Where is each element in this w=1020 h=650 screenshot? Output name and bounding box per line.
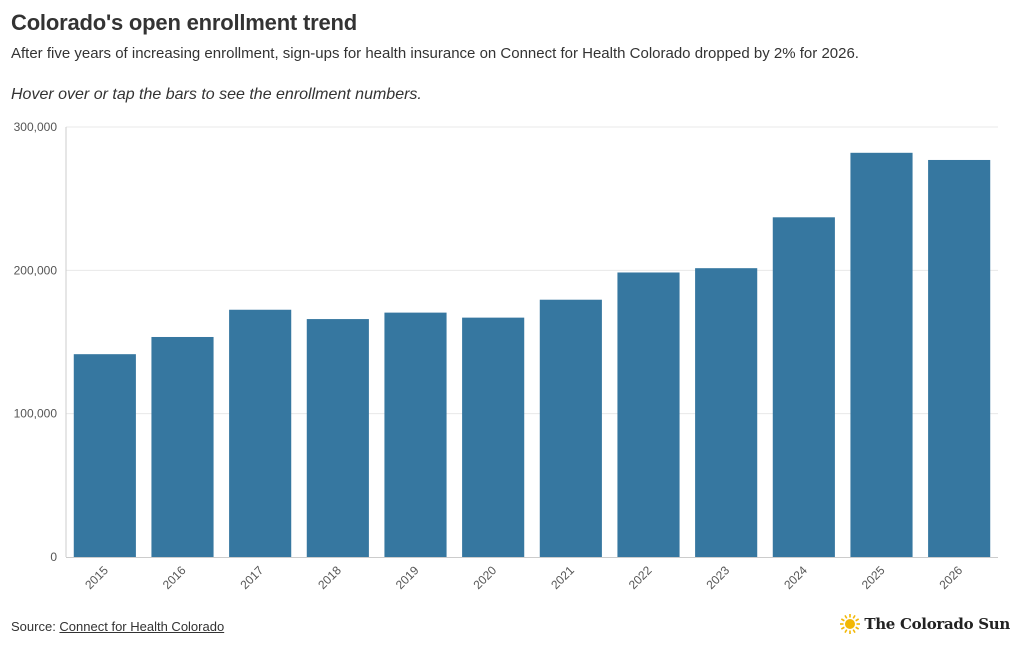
sun-icon [840, 614, 861, 634]
x-tick-label: 2022 [626, 563, 655, 592]
chart-subtitle: After five years of increasing enrollmen… [11, 45, 859, 62]
x-tick-label: 2025 [859, 563, 888, 592]
brand-logo: The Colorado Sun [839, 613, 1010, 635]
x-tick-label: 2026 [937, 563, 966, 592]
x-tick-label: 2016 [160, 563, 189, 592]
sun-ray [855, 618, 860, 622]
x-tick-label: 2023 [704, 563, 733, 592]
source-line: Source: Connect for Health Colorado [11, 619, 224, 634]
x-tick-label: 2024 [781, 563, 810, 592]
bar-2022[interactable] [617, 272, 680, 557]
y-tick-label: 300,000 [14, 120, 58, 134]
x-tick-label: 2021 [548, 563, 577, 592]
sun-ray [852, 629, 857, 634]
bar-2021[interactable] [539, 299, 602, 557]
sun-ray [852, 614, 857, 619]
source-label: Source: [11, 619, 60, 634]
bar-2025[interactable] [850, 152, 913, 558]
sun-ray [855, 626, 860, 630]
bar-2017[interactable] [229, 309, 292, 557]
hover-instruction: Hover over or tap the bars to see the en… [11, 86, 422, 103]
bar-2019[interactable] [384, 312, 447, 557]
chart-title: Colorado's open enrollment trend [11, 10, 357, 35]
sun-ray [844, 629, 848, 634]
sun-ray [841, 626, 846, 630]
y-tick-label: 200,000 [14, 263, 58, 277]
x-tick-label: 2019 [393, 563, 422, 592]
bar-2020[interactable] [462, 317, 525, 557]
bar-chart: 0 100,000 200,000 300,000 2015 2016 2017 2018 20… [14, 120, 998, 592]
bar-2024[interactable] [772, 217, 835, 558]
brand-name: The Colorado Sun [864, 615, 1010, 633]
sun-ray [841, 618, 846, 622]
bar-2015[interactable] [73, 354, 136, 557]
x-tick-label: 2018 [315, 563, 344, 592]
y-tick-label: 0 [50, 550, 57, 564]
bar-2026[interactable] [928, 159, 991, 557]
bar-2018[interactable] [306, 319, 369, 557]
y-tick-label: 100,000 [14, 407, 58, 421]
x-tick-label: 2020 [471, 563, 500, 592]
x-tick-label: 2015 [82, 563, 111, 592]
bar-2016[interactable] [151, 336, 214, 557]
x-tick-label: 2017 [238, 563, 267, 592]
bar-2023[interactable] [695, 268, 758, 557]
sun-ray [844, 614, 848, 619]
source-link[interactable]: Connect for Health Colorado [59, 619, 225, 634]
